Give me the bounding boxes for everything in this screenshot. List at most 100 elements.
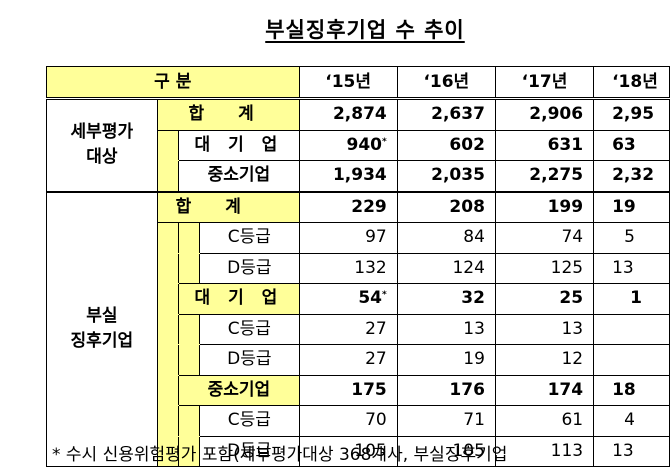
row-label-large: 대 기 업 xyxy=(178,129,300,161)
cell-value: 124 xyxy=(396,252,496,284)
cell-value: 940* xyxy=(298,129,398,161)
header-year-2016: ‘16년 xyxy=(396,66,496,100)
header-category: 구 분 xyxy=(46,66,300,100)
cell-value: 2,906 xyxy=(494,98,595,131)
cell-value: 1 xyxy=(593,283,670,315)
indent-cell xyxy=(156,313,180,345)
cell-value: 70 xyxy=(298,405,398,437)
table-row: 부실 징후기업 합 계 229 208 199 19 xyxy=(46,191,670,467)
cell-value: 2,637 xyxy=(396,98,496,131)
cell-value xyxy=(593,313,670,345)
cell-value: 229 xyxy=(298,191,398,223)
cell-value: 19 xyxy=(396,344,496,376)
indent-cell xyxy=(156,222,180,254)
cell-value: 132 xyxy=(298,252,398,284)
cell-value: 27 xyxy=(298,344,398,376)
cell-value: 27 xyxy=(298,313,398,345)
page-title: 부실징후기업 수 추이 xyxy=(265,18,465,42)
table-row: 대 기 업 940* 602 631 63 xyxy=(47,129,670,161)
indent-cell xyxy=(178,435,201,467)
cell-value: 2,035 xyxy=(396,160,496,193)
indent-cell xyxy=(156,283,180,315)
cell-value: 13 xyxy=(593,435,670,467)
cell-value: 113 xyxy=(494,435,595,467)
row-label-sme: 중소기업 xyxy=(178,160,300,193)
indent-cell xyxy=(178,313,201,345)
distressed-company-table: 구 분 ‘15년 ‘16년 ‘17년 ‘18년 세부평가 대상 합 계 2,874… xyxy=(46,66,670,467)
header-row: 구 분 ‘15년 ‘16년 ‘17년 ‘18년 xyxy=(46,66,670,100)
indent-cell xyxy=(156,435,180,467)
indent-cell xyxy=(156,129,180,161)
cell-value: 174 xyxy=(494,374,595,406)
table-row: D등급 132 124 125 13 xyxy=(47,252,670,284)
row-label-sme: 중소기업 xyxy=(178,374,300,406)
cell-value xyxy=(593,344,670,376)
cell-value: 13 xyxy=(593,252,670,284)
header-year-2017: ‘17년 xyxy=(494,66,595,100)
cell-value: 2,95 xyxy=(593,98,670,131)
cell-value: 2,275 xyxy=(494,160,595,193)
cell-value: 74 xyxy=(494,222,595,254)
indent-cell xyxy=(156,405,180,437)
indent-cell xyxy=(156,344,180,376)
cell-value: 12 xyxy=(494,344,595,376)
table-row: 중소기업 1,934 2,035 2,275 2,32 xyxy=(47,160,670,193)
indent-cell xyxy=(156,374,180,406)
cell-value: 631 xyxy=(494,129,595,161)
cell-value: 4 xyxy=(593,405,670,437)
indent-cell xyxy=(178,344,201,376)
footnote: * 수시 신용위험평가 포함(세부평가대상 368개사, 부실징후기업 xyxy=(52,445,508,465)
cell-value: 2,874 xyxy=(298,98,398,131)
table-row: 세부평가 대상 합 계 2,874 2,637 2,906 2,95 xyxy=(46,98,670,193)
indent-cell xyxy=(178,252,201,284)
row-label-c-grade: C등급 xyxy=(199,405,300,437)
cell-value: 602 xyxy=(396,129,496,161)
indent-cell xyxy=(178,222,201,254)
cell-value: 13 xyxy=(494,313,595,345)
row-label-d-grade: D등급 xyxy=(199,252,300,284)
cell-value: 32 xyxy=(396,283,496,315)
cell-value: 5 xyxy=(593,222,670,254)
cell-value: 175 xyxy=(298,374,398,406)
indent-cell xyxy=(178,405,201,437)
row-label-c-grade: C등급 xyxy=(199,222,300,254)
table-row: D등급 105 105 113 13 xyxy=(47,435,670,467)
cell-value: 105 xyxy=(298,435,398,467)
table-row: C등급 97 84 74 5 xyxy=(47,222,670,254)
cell-value: 125 xyxy=(494,252,595,284)
cell-value: 18 xyxy=(593,374,670,406)
cell-value: 63 xyxy=(593,129,670,161)
cell-value: 1,934 xyxy=(298,160,398,193)
cell-value: 13 xyxy=(396,313,496,345)
row-label-large: 대 기 업 xyxy=(178,283,300,315)
indent-cell xyxy=(156,252,180,284)
footnote-mark: * xyxy=(382,136,387,147)
cell-value: 208 xyxy=(396,191,496,223)
table-row: 중소기업 175 176 174 18 xyxy=(47,374,670,406)
table-row: C등급 70 71 61 4 xyxy=(47,405,670,437)
cell-value: 105 xyxy=(396,435,496,467)
cell-value: 54* xyxy=(298,283,398,315)
footnote-mark: * xyxy=(382,290,387,301)
row-label-total: 합 계 xyxy=(156,191,300,223)
cell-value: 25 xyxy=(494,283,595,315)
table-row: C등급 27 13 13 xyxy=(47,313,670,345)
row-label-c-grade: C등급 xyxy=(199,313,300,345)
header-year-2018: ‘18년 xyxy=(593,66,670,100)
cell-value: 61 xyxy=(494,405,595,437)
section-distressed-label: 부실 징후기업 xyxy=(46,191,158,467)
cell-value: 84 xyxy=(396,222,496,254)
header-year-2015: ‘15년 xyxy=(298,66,398,100)
cell-value: 199 xyxy=(494,191,595,223)
cell-value: 176 xyxy=(396,374,496,406)
row-label-total: 합 계 xyxy=(156,98,300,131)
cell-value: 71 xyxy=(396,405,496,437)
cell-value: 97 xyxy=(298,222,398,254)
indent-cell xyxy=(156,160,180,193)
section-detailed-label: 세부평가 대상 xyxy=(46,98,158,193)
cell-value: 2,32 xyxy=(593,160,670,193)
table-row: D등급 27 19 12 xyxy=(47,344,670,376)
row-label-d-grade: D등급 xyxy=(199,435,300,467)
row-label-d-grade: D등급 xyxy=(199,344,300,376)
cell-value: 19 xyxy=(593,191,670,223)
